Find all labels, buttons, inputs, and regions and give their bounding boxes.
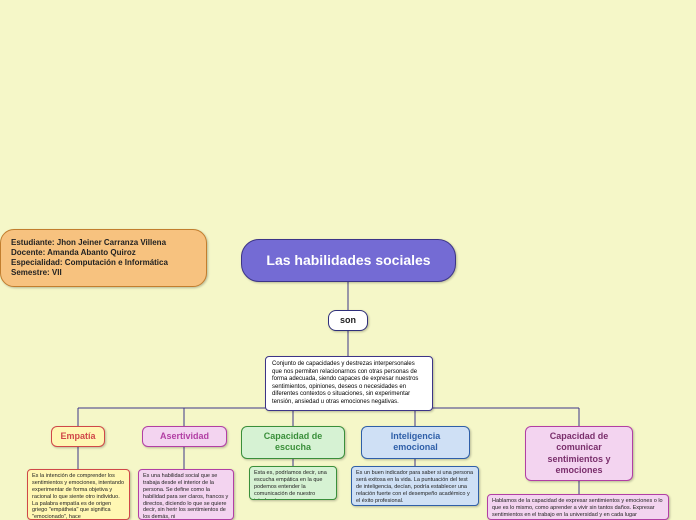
category-title-1: Asertividad bbox=[142, 426, 227, 447]
category-title-0: Empatía bbox=[51, 426, 105, 447]
category-title-label-2: Capacidad de escucha bbox=[248, 431, 338, 454]
category-desc-0: Es la intención de comprender los sentim… bbox=[27, 469, 130, 520]
mindmap-canvas: Estudiante: Jhon Jeiner Carranza Villena… bbox=[0, 0, 696, 520]
category-title-2: Capacidad de escucha bbox=[241, 426, 345, 459]
category-title-4: Capacidad de comunicar sentimientos y em… bbox=[525, 426, 633, 481]
root-label: Las habilidades sociales bbox=[266, 252, 430, 270]
definition-node: Conjunto de capacidades y destrezas inte… bbox=[265, 356, 433, 411]
category-title-label-1: Asertividad bbox=[160, 431, 209, 442]
category-desc-1: Es una habilidad social que se trabaja d… bbox=[138, 469, 234, 520]
root-node: Las habilidades sociales bbox=[241, 239, 456, 282]
info-line-1: Estudiante: Jhon Jeiner Carranza Villena bbox=[11, 238, 196, 248]
info-line-4: Semestre: VII bbox=[11, 268, 196, 278]
category-title-label-0: Empatía bbox=[60, 431, 95, 442]
info-line-2: Docente: Amanda Abanto Quiroz bbox=[11, 248, 196, 258]
info-line-3: Especialidad: Computación e Informática bbox=[11, 258, 196, 268]
son-label: son bbox=[340, 315, 356, 325]
category-title-3: Inteligencia emocional bbox=[361, 426, 470, 459]
category-title-label-3: Inteligencia emocional bbox=[368, 431, 463, 454]
category-desc-3: Es un buen indicador para saber si una p… bbox=[351, 466, 479, 506]
category-title-label-4: Capacidad de comunicar sentimientos y em… bbox=[532, 431, 626, 476]
category-desc-2: Esta es, podríamos decir, una escucha em… bbox=[249, 466, 337, 500]
category-desc-4: Hablamos de la capacidad de expresar sen… bbox=[487, 494, 669, 520]
info-box: Estudiante: Jhon Jeiner Carranza Villena… bbox=[0, 229, 207, 287]
definition-text: Conjunto de capacidades y destrezas inte… bbox=[272, 361, 418, 405]
son-node: son bbox=[328, 310, 368, 331]
